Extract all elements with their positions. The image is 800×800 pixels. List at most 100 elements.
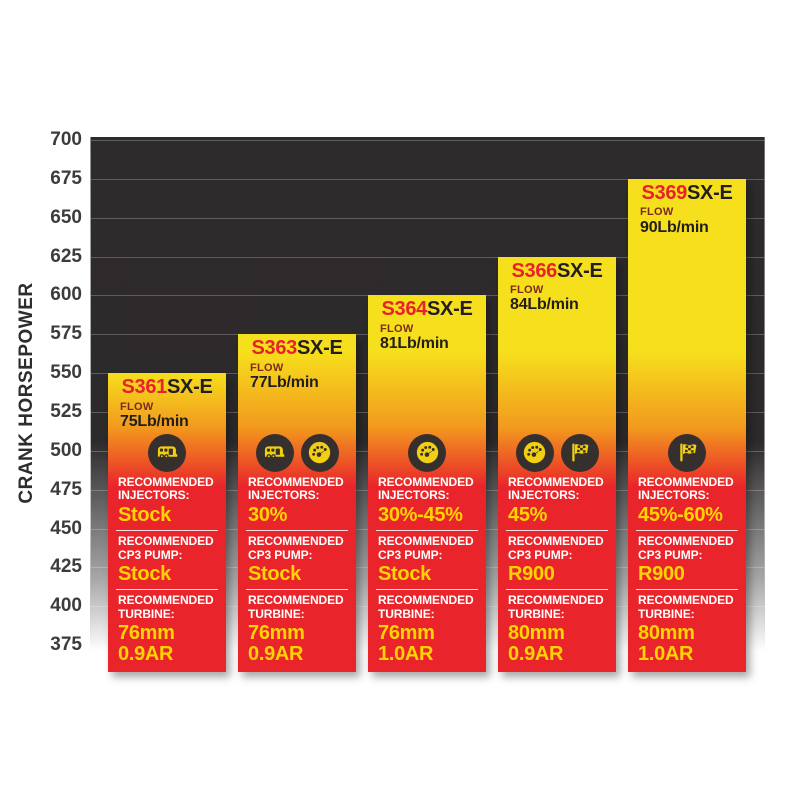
- cp3-pump-value: Stock: [248, 562, 301, 585]
- spec-sections: RECOMMENDED INJECTORS: 30%-45% RECOMMENDED C…: [368, 474, 486, 665]
- flow-label: FLOW: [510, 284, 544, 297]
- cp3-pump-value: Stock: [378, 562, 431, 585]
- y-tick-label-675: 675: [50, 167, 82, 189]
- turbine-value: 76mm 0.9AR: [118, 622, 175, 665]
- y-tick-label-700: 700: [50, 129, 82, 150]
- bar-model-title: S361SX-E: [108, 376, 226, 399]
- gridline-625: [91, 256, 765, 258]
- usage-icons: [498, 433, 616, 472]
- usage-icons: [108, 433, 226, 472]
- gauge-icon: [300, 433, 339, 472]
- rv-icon: [255, 433, 294, 472]
- y-tick-label-600: 600: [50, 284, 82, 306]
- recommended-injectors-label: RECOMMENDED INJECTORS:: [508, 474, 604, 503]
- flow-value: 77Lb/min: [250, 373, 319, 391]
- bar-s369sx-e: S369SX-E FLOW 90Lb/min RECOMMENDED INJECT…: [628, 178, 746, 672]
- model-series: SX-E: [557, 259, 603, 282]
- recommended-injectors-label: RECOMMENDED INJECTORS:: [378, 474, 474, 503]
- bar-s364sx-e: S364SX-E FLOW 81Lb/min RECOMMENDED INJECT…: [368, 295, 486, 672]
- bar-s366sx-e: S366SX-E FLOW 84Lb/min: [498, 256, 616, 672]
- recommended-turbine-label: RECOMMENDED TURBINE:: [638, 593, 734, 621]
- flow-value: 81Lb/min: [380, 335, 449, 353]
- y-tick-label-375: 375: [50, 634, 82, 655]
- bar-s363sx-e: S363SX-E FLOW 77Lb/min: [238, 334, 356, 672]
- model-series: SX-E: [297, 337, 343, 360]
- injectors-value: 45%: [508, 503, 548, 526]
- model-number: S369: [641, 181, 688, 204]
- y-tick-label-550: 550: [50, 362, 82, 384]
- section-divider: [506, 589, 608, 591]
- flow-value: 90Lb/min: [640, 218, 709, 236]
- y-tick-label-500: 500: [50, 439, 82, 461]
- section-divider: [116, 530, 218, 532]
- y-tick-label-575: 575: [50, 323, 82, 345]
- bar-specs: RECOMMENDED INJECTORS: 45%-60% RECOMMENDED C…: [628, 433, 746, 664]
- bar-model-title: S364SX-E: [368, 299, 486, 321]
- rv-icon: [148, 433, 186, 472]
- model-series: SX-E: [167, 376, 213, 399]
- bar-model-title: S369SX-E: [628, 181, 746, 205]
- recommended-cp3-pump-label: RECOMMENDED CP3 PUMP:: [508, 534, 604, 562]
- section-divider: [636, 589, 738, 591]
- cp3-pump-value: Stock: [118, 562, 171, 585]
- section-divider: [636, 530, 738, 532]
- flow-label: FLOW: [250, 361, 284, 374]
- injectors-value: 30%-45%: [378, 503, 463, 526]
- turbine-value: 76mm 1.0AR: [378, 622, 435, 665]
- bar-specs: RECOMMENDED INJECTORS: 30% RECOMMENDED CP3 P…: [238, 433, 356, 665]
- recommended-turbine-label: RECOMMENDED TURBINE:: [508, 593, 604, 621]
- cp3-pump-value: R900: [638, 562, 685, 585]
- flow-value: 75Lb/min: [120, 412, 189, 430]
- y-tick-label-650: 650: [50, 206, 82, 228]
- spec-sections: RECOMMENDED INJECTORS: 45%-60% RECOMMENDED C…: [628, 474, 746, 664]
- flow-label: FLOW: [640, 206, 674, 219]
- recommended-cp3-pump-label: RECOMMENDED CP3 PUMP:: [638, 534, 734, 562]
- model-number: S363: [251, 337, 298, 360]
- y-tick-label-525: 525: [50, 400, 82, 422]
- bar-specs: RECOMMENDED INJECTORS: 45% RECOMMENDED CP3 P…: [498, 433, 616, 665]
- section-divider: [376, 530, 478, 532]
- recommended-turbine-label: RECOMMENDED TURBINE:: [248, 593, 344, 621]
- usage-icons: [368, 433, 486, 472]
- spec-sections: RECOMMENDED INJECTORS: Stock RECOMMENDED CP3…: [108, 475, 226, 665]
- gridline-675: [91, 178, 765, 180]
- y-tick-label-450: 450: [50, 517, 82, 539]
- bar-specs: RECOMMENDED INJECTORS: Stock RECOMMENDED CP3…: [108, 433, 226, 665]
- flag-icon: [668, 433, 706, 472]
- section-divider: [246, 589, 348, 591]
- section-divider: [246, 530, 348, 532]
- bar-specs: RECOMMENDED INJECTORS: 30%-45% RECOMMENDED C…: [368, 433, 486, 665]
- recommended-cp3-pump-label: RECOMMENDED CP3 PUMP:: [378, 534, 474, 562]
- flow-label: FLOW: [380, 323, 414, 335]
- model-series: SX-E: [427, 298, 473, 321]
- y-axis-title: CRANK HORSEPOWER: [16, 282, 37, 504]
- y-tick-label-475: 475: [50, 478, 82, 500]
- usage-icons: [238, 433, 356, 472]
- gridline-650: [91, 217, 765, 219]
- gridline-700: [91, 140, 765, 141]
- spec-sections: RECOMMENDED INJECTORS: 30% RECOMMENDED CP3 P…: [238, 474, 356, 665]
- flow-label: FLOW: [120, 400, 154, 413]
- flag-icon: [560, 433, 599, 472]
- y-tick-label-400: 400: [50, 595, 82, 617]
- bar-model-title: S366SX-E: [498, 259, 616, 283]
- injectors-value: Stock: [118, 503, 171, 526]
- recommended-cp3-pump-label: RECOMMENDED CP3 PUMP:: [118, 534, 214, 562]
- injectors-value: 45%-60%: [638, 503, 723, 526]
- model-number: S361: [121, 376, 168, 399]
- bar-model-title: S363SX-E: [238, 337, 356, 360]
- recommended-cp3-pump-label: RECOMMENDED CP3 PUMP:: [248, 534, 344, 562]
- y-tick-label-425: 425: [50, 556, 82, 578]
- turbine-value: 80mm 0.9AR: [508, 622, 565, 665]
- recommended-turbine-label: RECOMMENDED TURBINE:: [118, 593, 214, 621]
- recommended-injectors-label: RECOMMENDED INJECTORS:: [248, 474, 344, 503]
- turbine-value: 76mm 0.9AR: [248, 622, 305, 665]
- recommended-injectors-label: RECOMMENDED INJECTORS:: [638, 474, 734, 503]
- cp3-pump-value: R900: [508, 562, 555, 585]
- injectors-value: 30%: [248, 503, 288, 526]
- gauge-icon: [408, 433, 446, 472]
- model-number: S366: [511, 259, 558, 282]
- spec-sections: RECOMMENDED INJECTORS: 45% RECOMMENDED CP3 P…: [498, 474, 616, 665]
- model-series: SX-E: [687, 181, 733, 204]
